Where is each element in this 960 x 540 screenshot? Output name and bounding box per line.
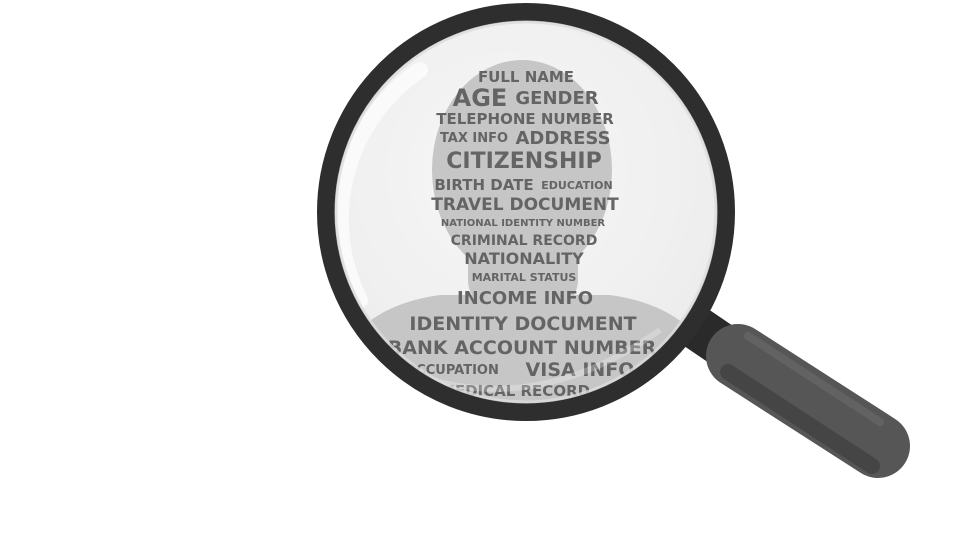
word-full-name: FULL NAME	[478, 68, 574, 86]
magnifier-rim	[317, 3, 735, 421]
word-nationality: NATIONALITY	[464, 249, 584, 268]
word-education: EDUCATION	[541, 179, 612, 192]
word-age: AGE	[453, 84, 508, 112]
word-national-identity-number: NATIONAL IDENTITY NUMBER	[441, 218, 606, 229]
word-citizenship: CITIZENSHIP	[446, 149, 601, 174]
word-telephone-number: TELEPHONE NUMBER	[436, 110, 614, 128]
word-tax-info: TAX INFO	[440, 131, 508, 146]
word-visa-info: VISA INFO	[526, 359, 635, 381]
word-income-info: INCOME INFO	[457, 288, 593, 309]
word-address: ADDRESS	[515, 128, 610, 149]
word-criminal-record: CRIMINAL RECORD	[451, 233, 598, 249]
lens-reflection	[330, 16, 722, 408]
word-marital-status: MARITAL STATUS	[472, 271, 577, 284]
word-bank-account-number: BANK ACCOUNT NUMBER	[388, 337, 657, 359]
word-birth-date: BIRTH DATE	[434, 176, 533, 194]
word-identity-document: IDENTITY DOCUMENT	[409, 313, 636, 335]
word-gender: GENDER	[515, 88, 598, 109]
magnifier-handle	[675, 303, 910, 478]
word-travel-document: TRAVEL DOCUMENT	[431, 195, 619, 215]
